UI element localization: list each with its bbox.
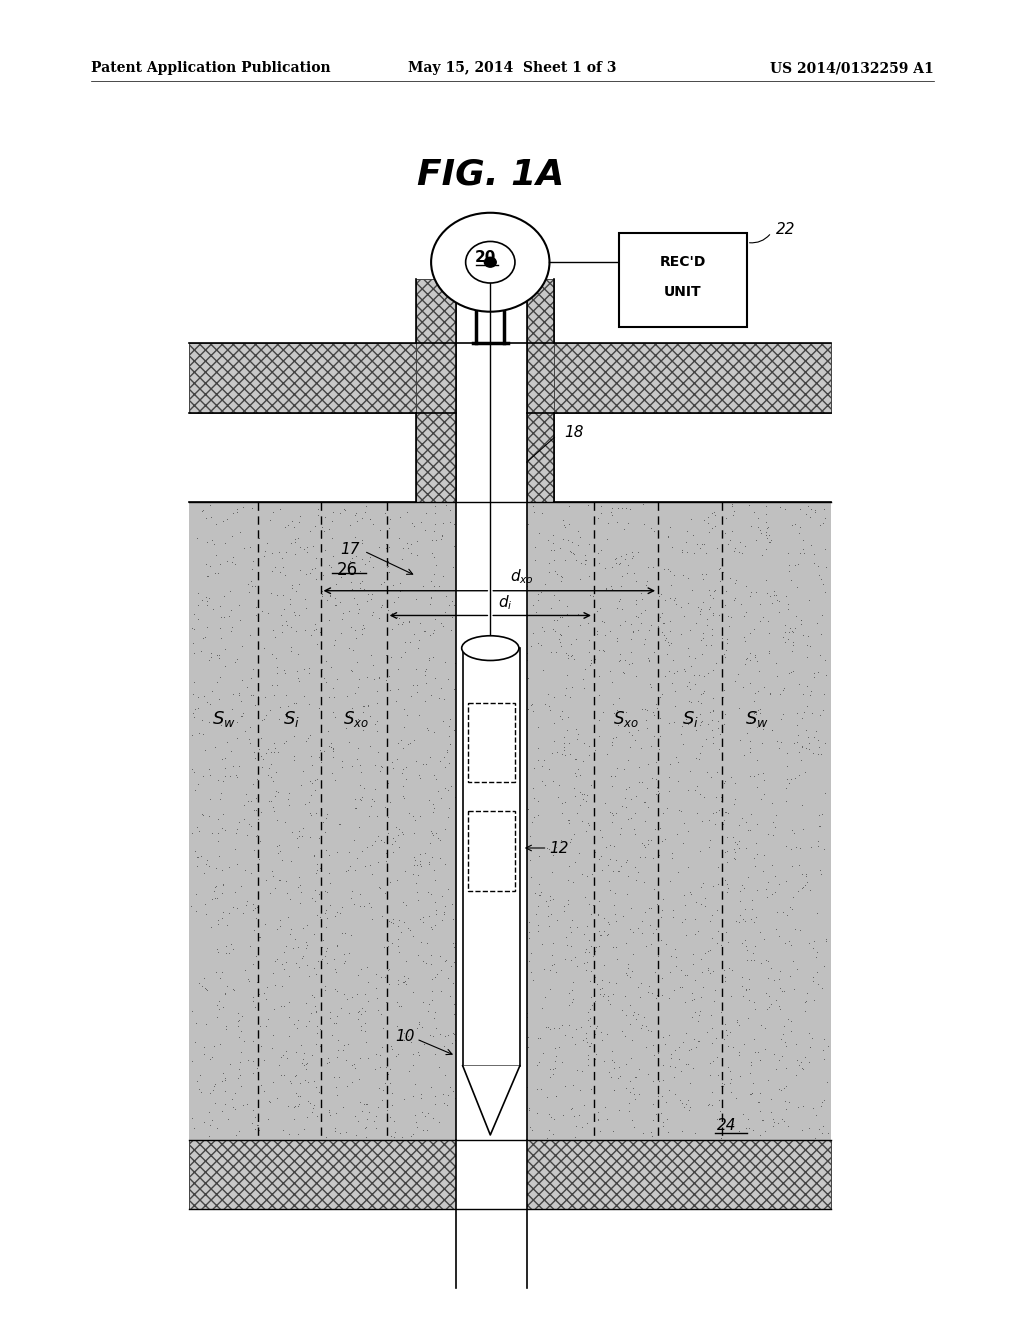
- Text: $S_i$: $S_i$: [283, 709, 299, 730]
- Bar: [417, 343, 456, 413]
- Polygon shape: [463, 1065, 520, 1135]
- Text: FIG. 1A: FIG. 1A: [417, 157, 564, 191]
- Ellipse shape: [462, 636, 519, 660]
- Text: 17: 17: [341, 541, 360, 557]
- Text: 10: 10: [395, 1028, 415, 1044]
- Text: $S_w$: $S_w$: [744, 709, 769, 730]
- Text: 22: 22: [776, 222, 796, 238]
- Text: 12: 12: [550, 841, 569, 855]
- Text: Patent Application Publication: Patent Application Publication: [91, 61, 331, 75]
- Bar: [456, 502, 526, 1140]
- Bar: [526, 279, 554, 502]
- Ellipse shape: [484, 257, 497, 267]
- Text: $d_{xo}$: $d_{xo}$: [510, 568, 535, 586]
- Bar: [456, 1140, 526, 1288]
- Ellipse shape: [466, 242, 515, 282]
- Text: 26: 26: [337, 561, 357, 579]
- Text: UNIT: UNIT: [664, 285, 701, 298]
- Text: 20: 20: [475, 249, 496, 265]
- Bar: [417, 279, 456, 502]
- Bar: [618, 232, 746, 326]
- Text: $S_{xo}$: $S_{xo}$: [613, 709, 639, 730]
- Bar: [463, 648, 520, 1065]
- Text: May 15, 2014  Sheet 1 of 3: May 15, 2014 Sheet 1 of 3: [408, 61, 616, 75]
- Text: $S_w$: $S_w$: [212, 709, 236, 730]
- Text: REC'D: REC'D: [659, 255, 706, 269]
- Ellipse shape: [431, 213, 550, 312]
- Bar: [526, 343, 554, 413]
- Bar: [189, 343, 417, 413]
- Text: 18: 18: [564, 425, 584, 440]
- Text: $d_i$: $d_i$: [499, 593, 513, 611]
- Text: $S_i$: $S_i$: [682, 709, 699, 730]
- Text: $S_{xo}$: $S_{xo}$: [343, 709, 370, 730]
- Text: US 2014/0132259 A1: US 2014/0132259 A1: [770, 61, 934, 75]
- Bar: [189, 1140, 830, 1209]
- Bar: [468, 812, 515, 891]
- Text: 24: 24: [717, 1118, 736, 1133]
- Bar: [468, 702, 515, 781]
- Bar: [189, 502, 830, 1140]
- Bar: [554, 343, 830, 413]
